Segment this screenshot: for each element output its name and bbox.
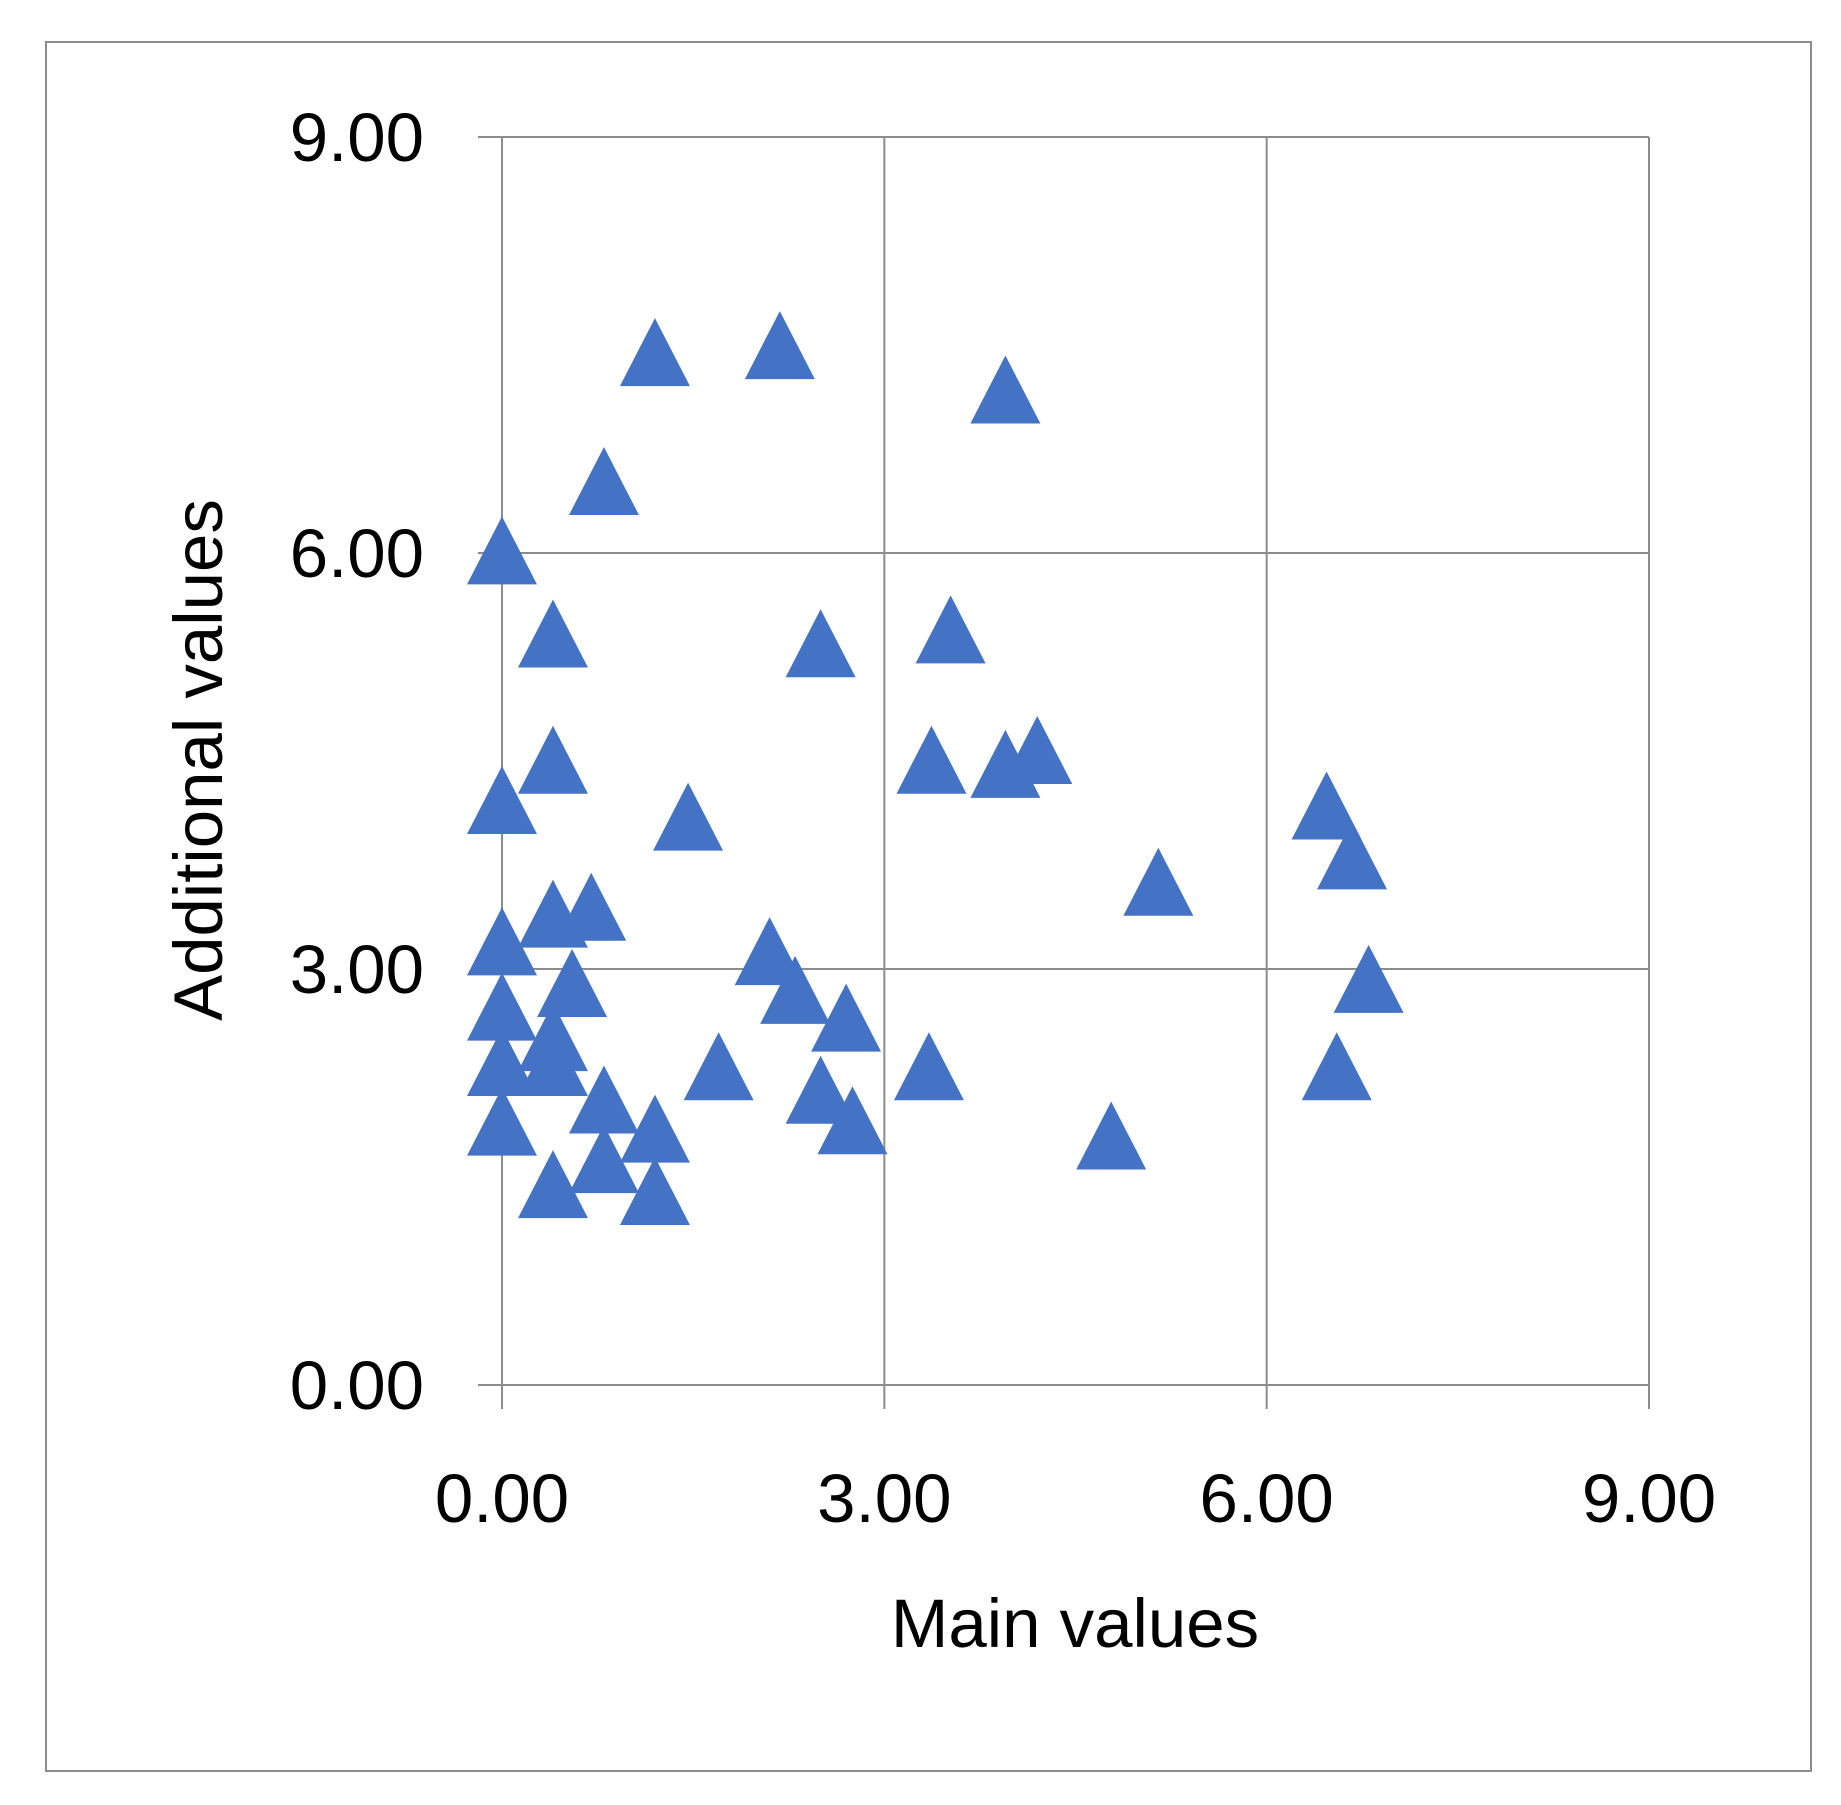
data-point-triangle [817,1086,888,1155]
data-point-triangle [517,725,588,794]
data-point-triangle [811,983,882,1052]
data-point-triangle [467,1087,537,1156]
data-point-triangle [1301,1032,1372,1101]
y-tick-label: 0.00 [290,1347,424,1424]
data-point-triangle [893,1032,964,1101]
data-point-triangle [1333,944,1404,1013]
data-point-triangle [467,765,537,834]
data-point-triangle [896,725,967,794]
data-point-triangle [467,1028,537,1097]
data-point-triangle [683,1032,754,1101]
data-point-triangle [760,955,831,1024]
data-point-triangle [537,949,608,1017]
data-point-triangle [915,595,986,664]
data-point-triangle [467,972,537,1041]
x-tick-label: 3.00 [817,1460,951,1537]
data-point-triangle [467,907,537,976]
y-tick-label: 6.00 [290,515,424,592]
data-points [467,311,1404,1225]
data-point-triangle [467,516,537,585]
x-tick-label: 6.00 [1200,1460,1334,1537]
data-point-triangle [517,1150,588,1219]
x-tick-label: 9.00 [1582,1460,1716,1537]
data-point-triangle [785,609,856,678]
data-point-triangle [619,1094,690,1163]
data-point-triangle [1317,821,1388,890]
y-tick-label: 9.00 [290,99,424,176]
data-point-triangle [619,1157,690,1225]
data-point-triangle [1002,716,1073,785]
data-point-triangle [568,447,639,516]
data-point-triangle [785,1055,856,1124]
y-axis-tick-labels: 0.00 3.00 6.00 9.00 [290,99,424,1424]
data-point-triangle [568,1065,639,1134]
data-point-triangle [1291,771,1362,840]
data-point-triangle [970,355,1041,424]
grid-lines [501,136,1650,1386]
data-point-triangle [744,311,815,380]
data-point-triangle [619,318,690,387]
y-axis-title: Additional values [160,499,237,1021]
chart-outer-frame [45,41,1812,1772]
data-point-triangle [1076,1101,1147,1170]
data-point-triangle [517,1028,588,1097]
data-point-triangle [1123,847,1194,916]
data-point-triangle [653,782,724,851]
x-axis-tick-labels: 0.00 3.00 6.00 9.00 [435,1460,1716,1537]
data-point-triangle [556,872,627,941]
x-axis-title: Main values [891,1585,1259,1662]
y-tick-label: 3.00 [290,931,424,1008]
data-point-triangle [734,917,805,986]
data-point-triangle [517,599,588,668]
data-point-triangle [568,1125,639,1194]
x-tick-label: 0.00 [435,1460,569,1537]
